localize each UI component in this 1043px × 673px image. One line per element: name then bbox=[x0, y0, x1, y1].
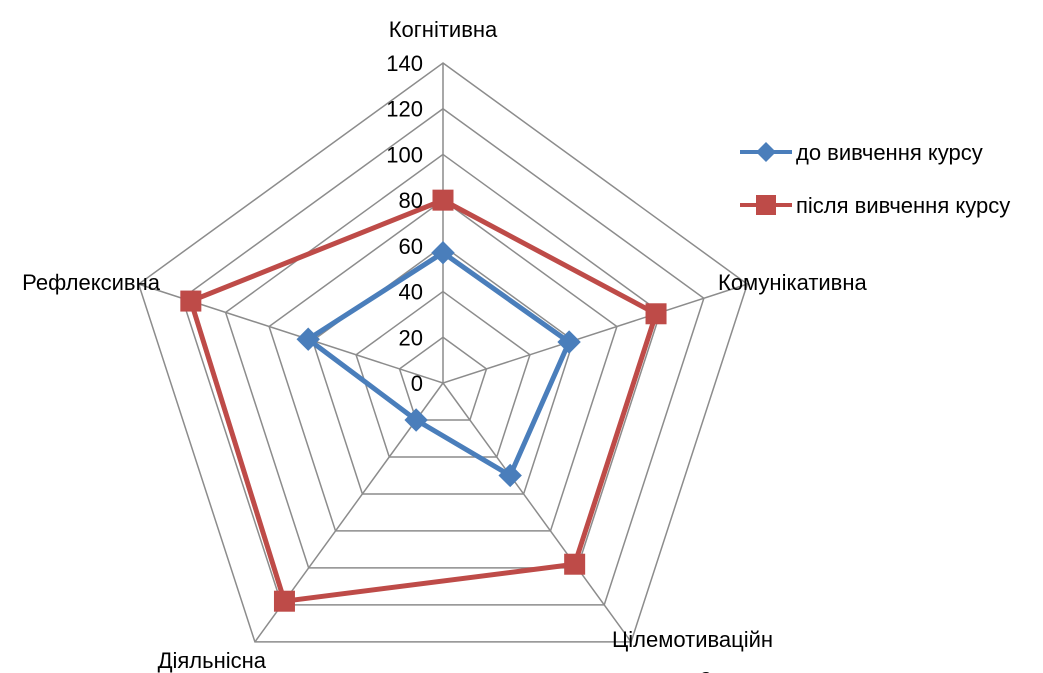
legend-item-after: після вивчення курсу bbox=[740, 193, 1010, 218]
tick-label: 60 bbox=[399, 234, 423, 259]
category-label-overflow: а bbox=[700, 664, 713, 673]
tick-label: 0 bbox=[411, 371, 423, 396]
data-point-diamond bbox=[404, 408, 428, 432]
legend-label-before: до вивчення курсу bbox=[796, 140, 983, 165]
data-point-square bbox=[273, 590, 295, 612]
grid-ring-7 bbox=[137, 62, 749, 643]
spoke-1 bbox=[442, 283, 748, 384]
grid-ring-4 bbox=[268, 199, 618, 532]
spoke-2 bbox=[442, 382, 632, 643]
tick-label: 40 bbox=[399, 280, 423, 305]
category-label-1: Комунікативна bbox=[718, 270, 868, 295]
data-point-square bbox=[564, 553, 586, 575]
grid-ring-5 bbox=[224, 153, 662, 569]
grid-ring-1 bbox=[398, 336, 488, 421]
legend: до вивчення курсу після вивчення курсу bbox=[740, 140, 1010, 218]
data-point-diamond bbox=[498, 463, 522, 488]
series-layer bbox=[180, 189, 667, 612]
tick-label: 100 bbox=[386, 142, 423, 167]
tick-label: 140 bbox=[386, 51, 423, 76]
data-point-square bbox=[180, 290, 202, 312]
category-label-2: Цілемотиваційн bbox=[612, 627, 773, 652]
category-label-4: Рефлексивна bbox=[22, 270, 161, 295]
series-line-1 bbox=[188, 197, 659, 604]
grid bbox=[137, 62, 749, 643]
tick-label: 120 bbox=[386, 97, 423, 122]
legend-label-after: після вивчення курсу bbox=[796, 193, 1010, 218]
series-line-0 bbox=[305, 250, 572, 478]
radial-ticks: 0 20 40 60 80 100 120 140 bbox=[386, 51, 423, 396]
data-point-square bbox=[645, 303, 667, 325]
tick-label: 20 bbox=[399, 325, 423, 350]
data-point-square bbox=[432, 189, 454, 211]
series-1 bbox=[180, 189, 667, 612]
category-label-0: Когнітивна bbox=[389, 17, 498, 42]
grid-ring-6 bbox=[181, 107, 705, 606]
tick-label: 80 bbox=[399, 188, 423, 213]
category-label-3: Діяльнісна bbox=[158, 648, 267, 673]
data-point-diamond bbox=[431, 241, 455, 265]
category-labels: Когнітивна Комунікативна Цілемотиваційн Дія… bbox=[22, 17, 867, 673]
legend-square-marker bbox=[756, 195, 776, 215]
legend-diamond-marker bbox=[756, 142, 776, 162]
series-0 bbox=[296, 241, 581, 488]
grid-ring-2 bbox=[355, 290, 531, 458]
data-point-diamond bbox=[557, 330, 581, 354]
data-point-diamond bbox=[296, 327, 320, 351]
legend-item-before: до вивчення курсу bbox=[740, 140, 983, 165]
